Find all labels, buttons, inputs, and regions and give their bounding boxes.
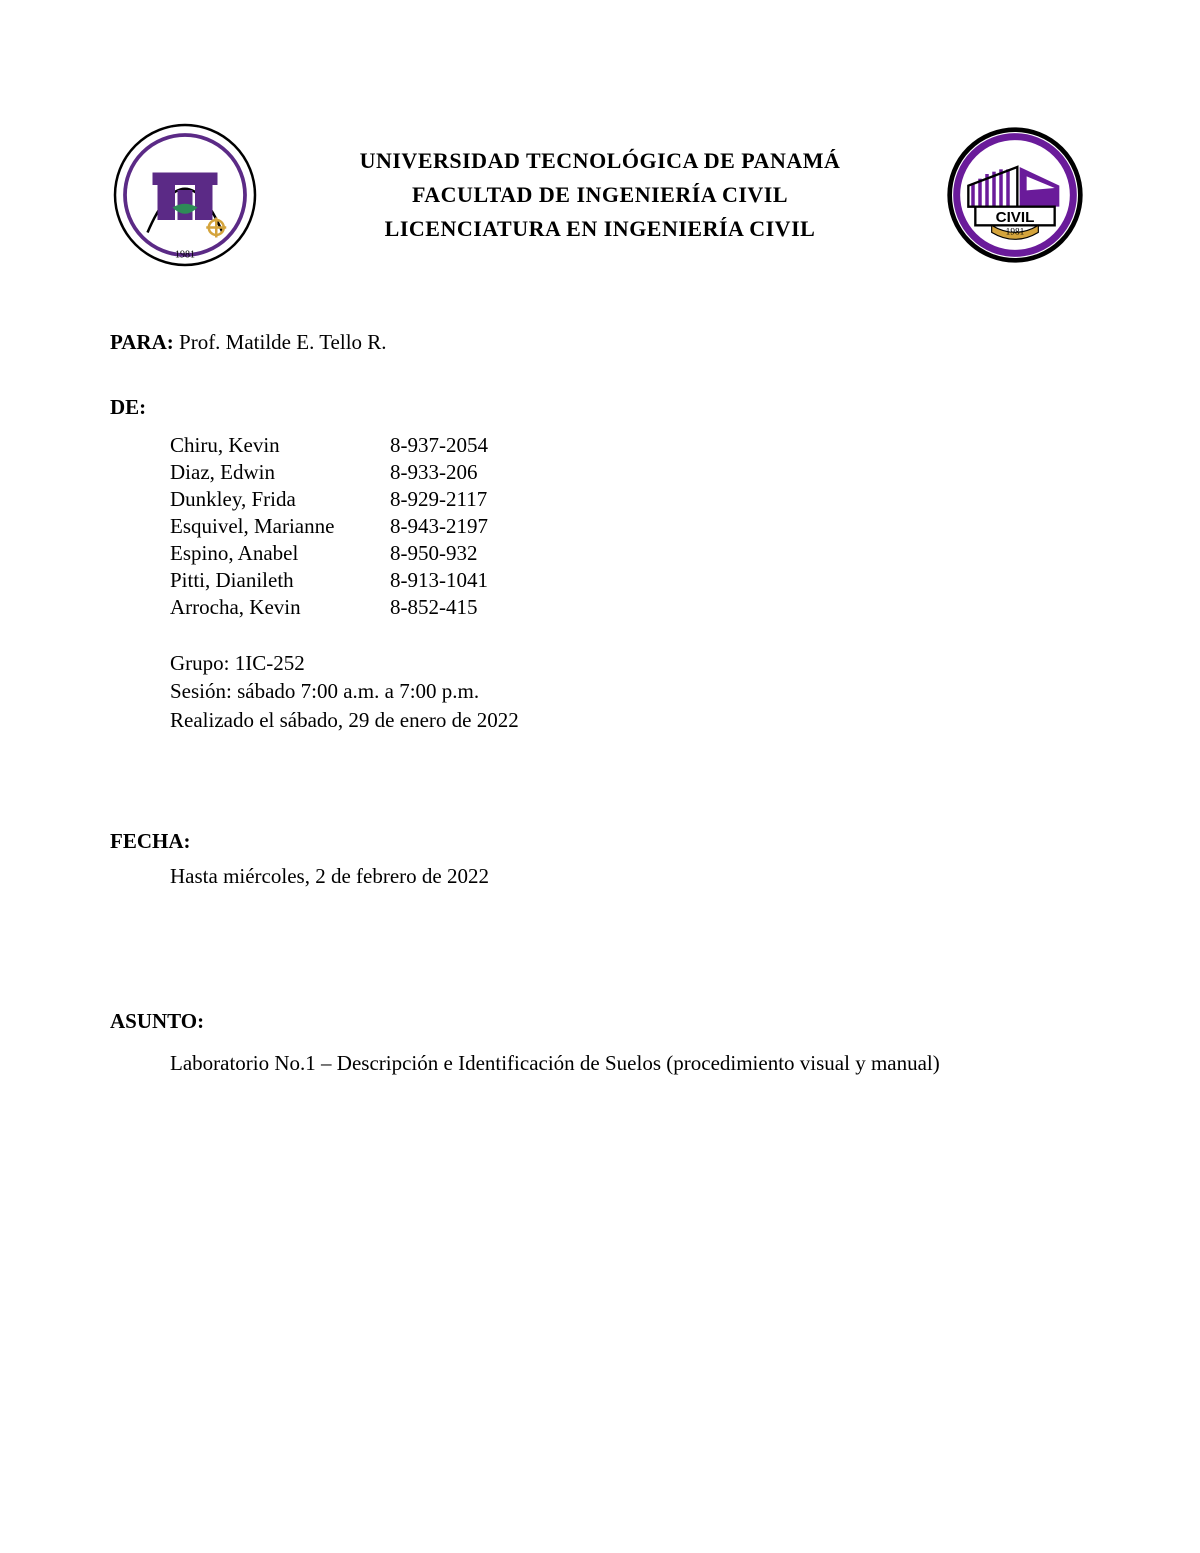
svg-text:1981: 1981	[1006, 228, 1025, 238]
member-id: 8-943-2197	[390, 513, 550, 540]
member-id: 8-950-932	[390, 540, 550, 567]
member-name: Espino, Anabel	[170, 540, 390, 567]
member-name: Esquivel, Marianne	[170, 513, 390, 540]
asunto-block: ASUNTO: Laboratorio No.1 – Descripción e…	[110, 1009, 1090, 1084]
table-row: Dunkley, Frida 8-929-2117	[170, 486, 550, 513]
fecha-label: FECHA:	[110, 829, 1090, 854]
member-name: Arrocha, Kevin	[170, 594, 390, 621]
header-row: 1981 UNIVERSIDAD TECNOLÓGICA DE PANAMÁ F…	[110, 120, 1090, 270]
members-block: Chiru, Kevin 8-937-2054 Diaz, Edwin 8-93…	[170, 432, 1090, 734]
member-id: 8-929-2117	[390, 486, 550, 513]
member-id: 8-913-1041	[390, 567, 550, 594]
table-row: Diaz, Edwin 8-933-206	[170, 459, 550, 486]
fecha-value: Hasta miércoles, 2 de febrero de 2022	[170, 864, 1090, 889]
svg-text:CIVIL: CIVIL	[996, 209, 1035, 226]
de-label: DE:	[110, 395, 1090, 420]
header-line-1: UNIVERSIDAD TECNOLÓGICA DE PANAMÁ	[280, 148, 920, 174]
member-id: 8-852-415	[390, 594, 550, 621]
svg-text:1981: 1981	[175, 250, 195, 261]
realizado-line: Realizado el sábado, 29 de enero de 2022	[170, 706, 1090, 734]
table-row: Espino, Anabel 8-950-932	[170, 540, 550, 567]
table-row: Chiru, Kevin 8-937-2054	[170, 432, 550, 459]
civil-seal-icon: CIVIL 1981	[945, 125, 1085, 265]
civil-logo: CIVIL 1981	[940, 120, 1090, 270]
table-row: Esquivel, Marianne 8-943-2197	[170, 513, 550, 540]
table-row: Pitti, Dianileth 8-913-1041	[170, 567, 550, 594]
asunto-label: ASUNTO:	[110, 1009, 1090, 1034]
group-info: Grupo: 1IC-252 Sesión: sábado 7:00 a.m. …	[170, 649, 1090, 734]
member-id: 8-933-206	[390, 459, 550, 486]
para-label: PARA:	[110, 330, 174, 354]
title-block: UNIVERSIDAD TECNOLÓGICA DE PANAMÁ FACULT…	[260, 140, 940, 250]
header-line-2: FACULTAD DE INGENIERÍA CIVIL	[280, 182, 920, 208]
utp-seal-icon: 1981	[110, 120, 260, 270]
member-id: 8-937-2054	[390, 432, 550, 459]
grupo-line: Grupo: 1IC-252	[170, 649, 1090, 677]
member-name: Chiru, Kevin	[170, 432, 390, 459]
utp-logo: 1981	[110, 120, 260, 270]
fecha-block: FECHA: Hasta miércoles, 2 de febrero de …	[110, 829, 1090, 889]
para-value: Prof. Matilde E. Tello R.	[179, 330, 387, 354]
members-table: Chiru, Kevin 8-937-2054 Diaz, Edwin 8-93…	[170, 432, 550, 621]
table-row: Arrocha, Kevin 8-852-415	[170, 594, 550, 621]
asunto-value: Laboratorio No.1 – Descripción e Identif…	[170, 1044, 1030, 1084]
member-name: Diaz, Edwin	[170, 459, 390, 486]
para-line: PARA: Prof. Matilde E. Tello R.	[110, 330, 1090, 355]
document-page: 1981 UNIVERSIDAD TECNOLÓGICA DE PANAMÁ F…	[0, 0, 1200, 1553]
member-name: Pitti, Dianileth	[170, 567, 390, 594]
member-name: Dunkley, Frida	[170, 486, 390, 513]
sesion-line: Sesión: sábado 7:00 a.m. a 7:00 p.m.	[170, 677, 1090, 705]
header-line-3: LICENCIATURA EN INGENIERÍA CIVIL	[280, 216, 920, 242]
